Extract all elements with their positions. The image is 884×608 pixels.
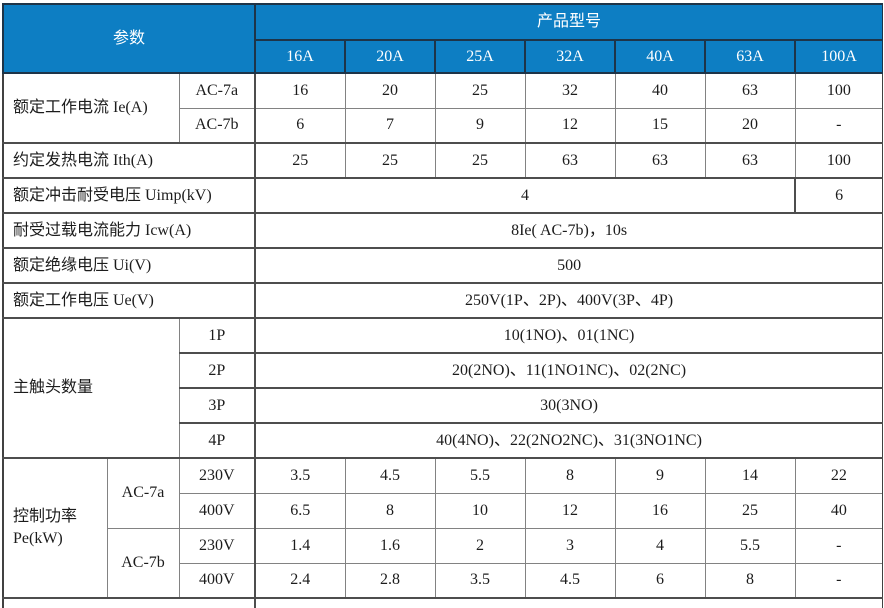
value-cell-uimp-100a: 6 — [794, 177, 883, 214]
value-cell-1p: 10(1NO)、01(1NC) — [254, 317, 883, 354]
value-cell-2p: 20(2NO)、11(1NO1NC)、02(2NC) — [254, 352, 883, 389]
value-cell: 32 — [524, 72, 616, 109]
row-label-pe: 控制功率 Pe(kW) — [2, 457, 108, 599]
value-cell: 3 — [524, 527, 616, 564]
sub-label-4p: 4P — [178, 422, 256, 459]
value-cell: 5.5 — [434, 457, 526, 494]
value-cell: 12 — [524, 107, 616, 144]
value-cell: 20 — [704, 107, 796, 144]
value-cell: 2 — [434, 527, 526, 564]
value-cell: 4.5 — [524, 562, 616, 599]
value-cell: 63 — [704, 72, 796, 109]
param-header-cell: 参数 — [2, 3, 257, 74]
value-cell: 9 — [614, 457, 706, 494]
sub-label-230v: 230V — [178, 457, 256, 494]
value-cell: 22 — [794, 457, 883, 494]
value-cell: 12 — [524, 492, 616, 529]
value-cell: 25 — [704, 492, 796, 529]
value-cell: 8 — [704, 562, 796, 599]
value-cell: 8 — [524, 457, 616, 494]
value-cell: 6 — [254, 107, 346, 144]
value-cell: 40 — [794, 492, 883, 529]
value-cell: 7 — [344, 107, 436, 144]
value-cell: 63 — [704, 142, 796, 179]
spec-table-wrapper: 参数 产品型号 16A 20A 25A 32A 40A 63A 100A 额定工… — [2, 3, 883, 608]
col-header-40a: 40A — [614, 39, 707, 74]
value-cell: 2.4 — [254, 562, 346, 599]
value-cell: 5.5 — [704, 527, 796, 564]
value-cell: 14 — [704, 457, 796, 494]
model-header-cell: 产品型号 — [254, 3, 883, 41]
row-label-ui: 额定绝缘电压 Ui(V) — [2, 247, 256, 284]
value-cell: 16 — [614, 492, 706, 529]
value-cell-ue: 250V(1P、2P)、400V(3P、4P) — [254, 282, 883, 319]
value-cell: 8 — [344, 492, 436, 529]
value-cell: 15 — [614, 107, 706, 144]
col-header-16a: 16A — [254, 39, 347, 74]
value-cell: 100 — [794, 72, 883, 109]
row-label-icw: 耐受过载电流能力 Icw(A) — [2, 212, 256, 249]
sub-label-2p: 2P — [178, 352, 256, 389]
value-cell: 63 — [524, 142, 616, 179]
value-cell: - — [794, 527, 883, 564]
value-cell: 100 — [794, 142, 883, 179]
value-cell: 1.4 — [254, 527, 346, 564]
sub-label-1p: 1P — [178, 317, 256, 354]
value-cell-icw: 8Ie( AC-7b)，10s — [254, 212, 883, 249]
value-cell: 25 — [344, 142, 436, 179]
row-label-ie: 额定工作电流 Ie(A) — [2, 72, 180, 144]
col-header-63a: 63A — [704, 39, 797, 74]
sub-label-400v: 400V — [178, 492, 256, 529]
value-cell: 25 — [254, 142, 346, 179]
cutoff-row-label-cell — [2, 597, 256, 608]
sub-label-pe-ac7a: AC-7a — [106, 457, 180, 529]
row-label-ue: 额定工作电压 Ue(V) — [2, 282, 256, 319]
value-cell: 25 — [434, 72, 526, 109]
value-cell: 40 — [614, 72, 706, 109]
value-cell: 10 — [434, 492, 526, 529]
sub-label-ac7b: AC-7b — [178, 107, 256, 144]
value-cell: - — [794, 562, 883, 599]
row-label-uimp: 额定冲击耐受电压 Uimp(kV) — [2, 177, 256, 214]
value-cell: 6.5 — [254, 492, 346, 529]
value-cell: 9 — [434, 107, 526, 144]
col-header-32a: 32A — [524, 39, 617, 74]
spec-table: 参数 产品型号 16A 20A 25A 32A 40A 63A 100A 额定工… — [2, 3, 883, 608]
value-cell: 2.8 — [344, 562, 436, 599]
value-cell: 20 — [344, 72, 436, 109]
value-cell: 3.5 — [434, 562, 526, 599]
sub-label-pe-ac7b: AC-7b — [106, 527, 180, 599]
value-cell: 63 — [614, 142, 706, 179]
value-cell-3p: 30(3NO) — [254, 387, 883, 424]
value-cell: 4.5 — [344, 457, 436, 494]
col-header-20a: 20A — [344, 39, 437, 74]
value-cell: 1.6 — [344, 527, 436, 564]
col-header-25a: 25A — [434, 39, 527, 74]
cutoff-row-value-cell — [254, 597, 883, 608]
sub-label-400v: 400V — [178, 562, 256, 599]
value-cell: - — [794, 107, 883, 144]
value-cell: 3.5 — [254, 457, 346, 494]
sub-label-3p: 3P — [178, 387, 256, 424]
value-cell: 6 — [614, 562, 706, 599]
row-label-ith: 约定发热电流 Ith(A) — [2, 142, 256, 179]
col-header-100a: 100A — [794, 39, 883, 74]
value-cell-uimp-main: 4 — [254, 177, 796, 214]
value-cell: 4 — [614, 527, 706, 564]
value-cell: 16 — [254, 72, 346, 109]
value-cell-4p: 40(4NO)、22(2NO2NC)、31(3NO1NC) — [254, 422, 883, 459]
sub-label-230v: 230V — [178, 527, 256, 564]
row-label-contacts: 主触头数量 — [2, 317, 180, 459]
value-cell-ui: 500 — [254, 247, 883, 284]
sub-label-ac7a: AC-7a — [178, 72, 256, 109]
value-cell: 25 — [434, 142, 526, 179]
